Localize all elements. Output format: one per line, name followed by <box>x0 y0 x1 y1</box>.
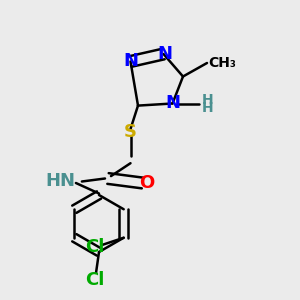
Text: O: O <box>140 174 154 192</box>
Text: H: H <box>202 93 214 107</box>
Text: S: S <box>124 123 137 141</box>
Text: Cl: Cl <box>85 271 104 289</box>
Text: HN: HN <box>45 172 75 190</box>
Text: CH₃: CH₃ <box>208 56 236 70</box>
Text: N: N <box>165 94 180 112</box>
Text: H: H <box>202 101 214 115</box>
Text: N: N <box>123 52 138 70</box>
Text: N: N <box>158 45 172 63</box>
Text: Cl: Cl <box>85 238 105 256</box>
